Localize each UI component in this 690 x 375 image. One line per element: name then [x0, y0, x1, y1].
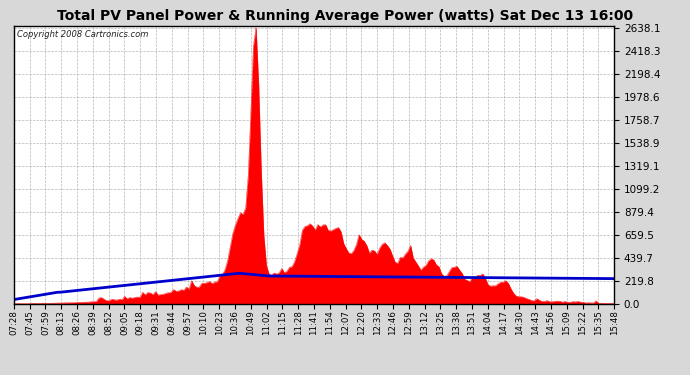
Text: Total PV Panel Power & Running Average Power (watts) Sat Dec 13 16:00: Total PV Panel Power & Running Average P… [57, 9, 633, 23]
Text: Copyright 2008 Cartronics.com: Copyright 2008 Cartronics.com [17, 30, 148, 39]
